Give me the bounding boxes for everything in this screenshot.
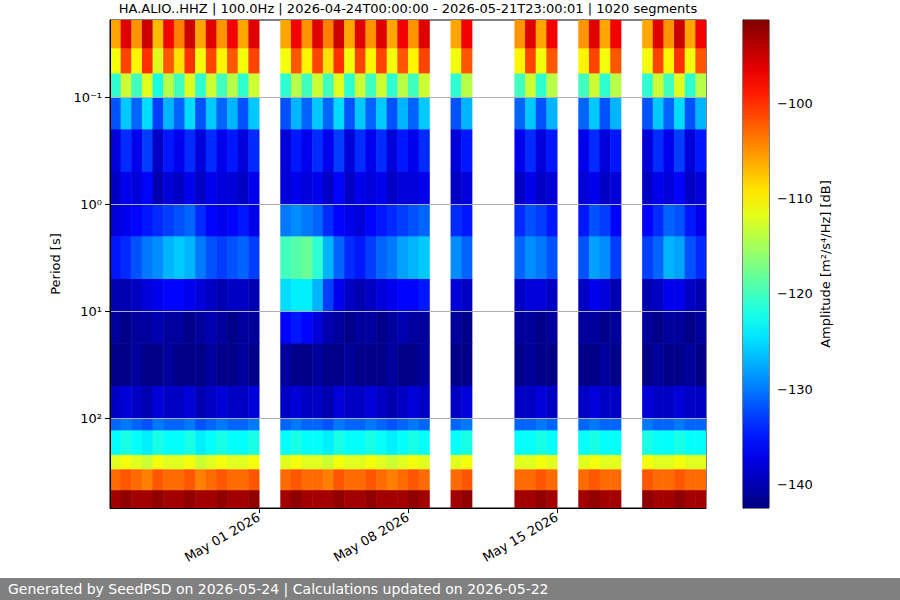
svg-text:−110: −110	[777, 191, 813, 206]
svg-text:HA.ALIO..HHZ | 100.0Hz | 2026-: HA.ALIO..HHZ | 100.0Hz | 2026-04-24T00:0…	[119, 1, 698, 16]
svg-text:May 08 2026: May 08 2026	[331, 510, 412, 565]
svg-text:May 01 2026: May 01 2026	[182, 510, 263, 565]
svg-text:May 15 2026: May 15 2026	[480, 510, 561, 565]
svg-text:10⁻¹: 10⁻¹	[73, 90, 102, 105]
svg-text:−130: −130	[777, 382, 813, 397]
svg-text:10⁰: 10⁰	[80, 197, 102, 212]
svg-text:10¹: 10¹	[80, 304, 102, 319]
svg-text:10²: 10²	[80, 411, 102, 426]
svg-text:Generated by SeedPSD on 2026-0: Generated by SeedPSD on 2026-05-24 | Cal…	[8, 581, 549, 598]
svg-text:Period [s]: Period [s]	[48, 233, 63, 295]
svg-text:−120: −120	[777, 286, 813, 301]
svg-text:−140: −140	[777, 477, 813, 492]
svg-text:Amplitude [m²/s⁴/Hz] [dB]: Amplitude [m²/s⁴/Hz] [dB]	[818, 180, 833, 348]
svg-text:−100: −100	[777, 96, 813, 111]
